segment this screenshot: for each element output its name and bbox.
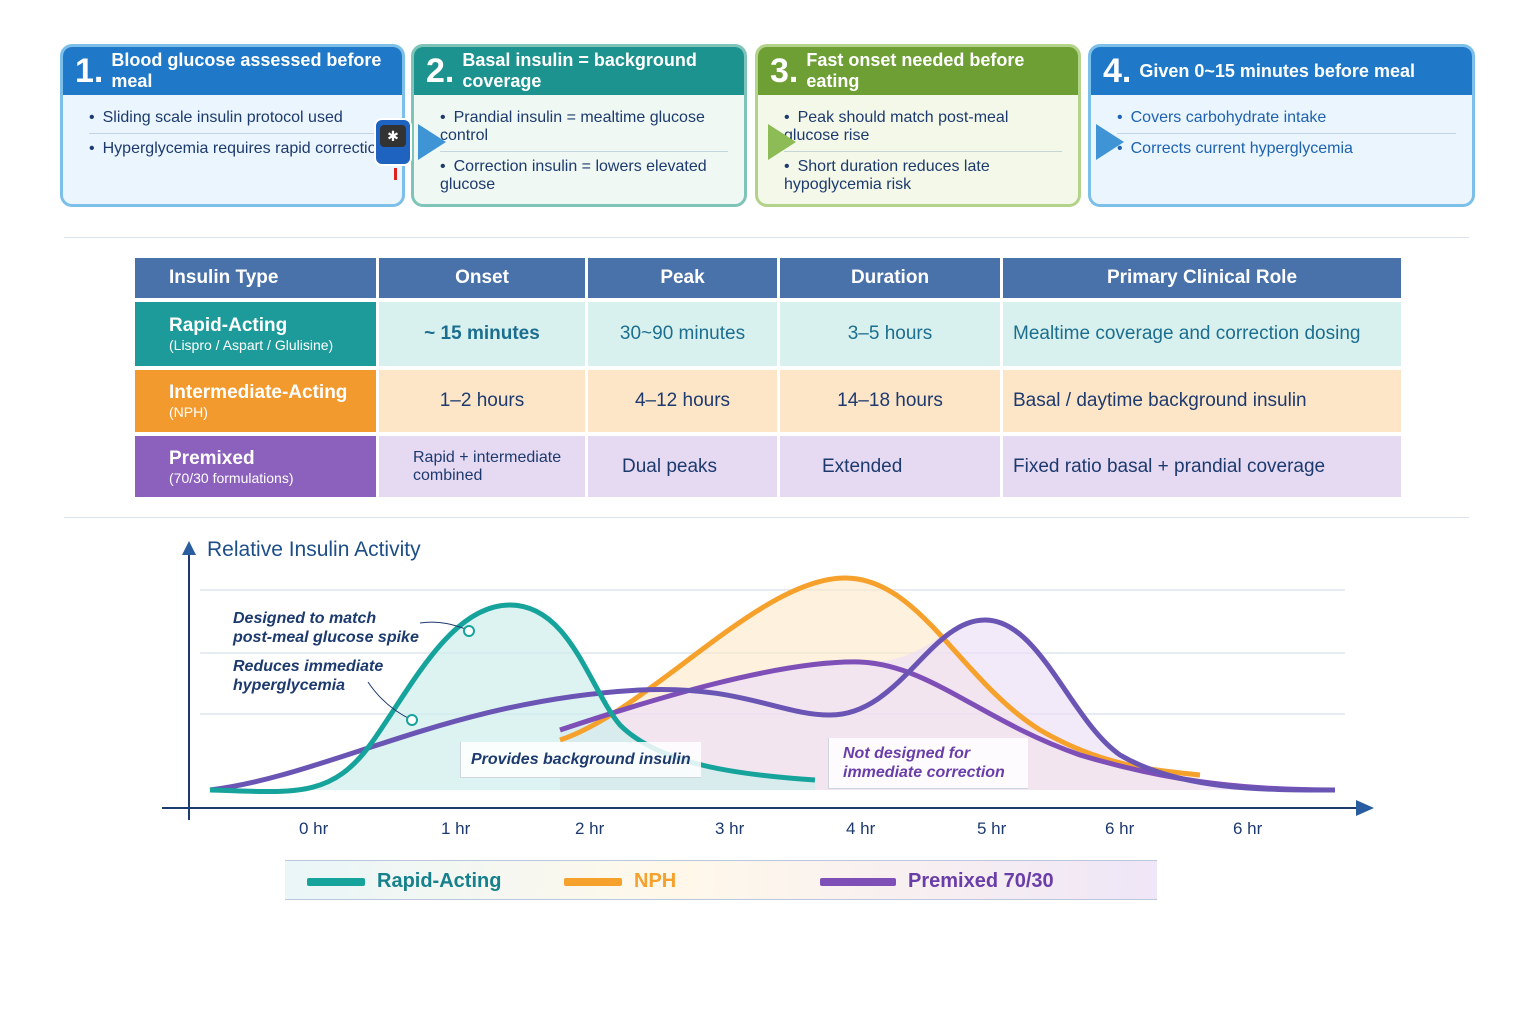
- type-name: Premixed: [169, 447, 255, 469]
- y-axis-arrow-icon: [182, 541, 196, 555]
- header-onset: Onset: [379, 258, 585, 298]
- step-title: Fast onset needed before eating: [806, 50, 1025, 91]
- step-item: Hyperglycemia requires rapid correction: [89, 134, 386, 164]
- arrow-right-icon: [418, 124, 446, 160]
- y-axis-label: Relative Insulin Activity: [207, 538, 421, 561]
- duration-cell: 3–5 hours: [780, 302, 1000, 366]
- insulin-comparison-table: Insulin Type Onset Peak Duration Primary…: [132, 254, 1404, 501]
- x-tick-label: 1 hr: [441, 819, 471, 838]
- legend-label: Premixed 70/30: [908, 870, 1054, 892]
- onset-cell: ~ 15 minutes: [379, 302, 585, 366]
- annotation-glucose-spike: Designed to match post-meal glucose spike: [233, 610, 419, 646]
- divider: [64, 517, 1469, 518]
- step-title: Basal insulin = background coverage: [462, 50, 697, 91]
- step-number: 3.: [770, 51, 799, 90]
- type-name: Rapid-Acting: [169, 315, 288, 336]
- legend-label: NPH: [634, 870, 677, 892]
- annotation-not-for-correction: Not designed for immediate correction: [828, 738, 1028, 789]
- chart-legend: Rapid-Acting NPH Premixed 70/30: [285, 860, 1157, 900]
- step-3-card: 3.Fast onset needed before eating Peak s…: [755, 44, 1081, 207]
- header-duration: Duration: [780, 258, 1000, 298]
- annotation-background-insulin: Provides background insulin: [460, 742, 701, 778]
- peak-cell: Dual peaks: [588, 436, 777, 497]
- x-tick-label: 5 hr: [977, 819, 1007, 838]
- type-sub: (Lispro / Aspart / Glulisine): [169, 337, 334, 353]
- x-axis-arrow-icon: [1356, 800, 1374, 816]
- table-row: Intermediate-Acting (NPH) 1–2 hours 4–12 …: [135, 370, 1401, 432]
- type-sub: (NPH): [169, 404, 208, 420]
- legend-swatch: [307, 877, 365, 886]
- arrow-right-icon: [768, 124, 796, 160]
- glucose-meter-icon: ✱: [374, 118, 412, 180]
- x-tick-label: 6 hr: [1233, 819, 1263, 838]
- step-item: Corrects current hyperglycemia: [1117, 134, 1456, 164]
- x-tick-label: 2 hr: [575, 819, 605, 838]
- x-tick-label: 6 hr: [1105, 819, 1135, 838]
- rapid-curve-fill: [210, 605, 815, 792]
- step-1-card: 1.Blood glucose assessed before meal Sli…: [60, 44, 405, 207]
- step-4-card: 4.Given 0~15 minutes before meal Covers …: [1088, 44, 1475, 207]
- annotation-point: [463, 625, 475, 637]
- peak-cell: 30~90 minutes: [588, 302, 777, 366]
- x-tick-label: 3 hr: [715, 819, 745, 838]
- x-tick-label: 0 hr: [299, 819, 329, 838]
- legend-swatch: [820, 877, 896, 886]
- arrow-right-icon: [1096, 124, 1124, 160]
- role-cell: Mealtime coverage and correction dosing: [1003, 302, 1401, 366]
- legend-swatch: [564, 877, 622, 886]
- type-sub: (70/30 formulations): [169, 469, 294, 486]
- header-role: Primary Clinical Role: [1003, 258, 1401, 298]
- annotation-point: [406, 714, 418, 726]
- role-cell: Basal / daytime background insulin: [1003, 370, 1401, 432]
- divider: [64, 237, 1469, 238]
- annotation-reduces-hyperglycemia: Reduces immediate hyperglycemia: [233, 658, 384, 694]
- role-cell: Fixed ratio basal + prandial coverage: [1003, 436, 1401, 497]
- header-peak: Peak: [588, 258, 777, 298]
- legend-item-nph: NPH: [564, 870, 676, 893]
- step-number: 1.: [75, 51, 104, 90]
- table-row: Premixed (70/30 formulations) Rapid + int…: [135, 436, 1401, 497]
- step-number: 4.: [1103, 51, 1132, 90]
- onset-cell: 1–2 hours: [379, 370, 585, 432]
- onset-cell: Rapid + intermediate combined: [379, 436, 585, 497]
- step-item: Correction insulin = lowers elevated glu…: [440, 152, 728, 200]
- header-insulin-type: Insulin Type: [135, 258, 376, 298]
- peak-cell: 4–12 hours: [588, 370, 777, 432]
- duration-cell: 14–18 hours: [780, 370, 1000, 432]
- table-row: Rapid-Acting (Lispro / Aspart / Glulisine…: [135, 302, 1401, 366]
- legend-item-premixed: Premixed 70/30: [820, 870, 1054, 893]
- type-name: Intermediate-Acting: [169, 382, 348, 403]
- legend-item-rapid-acting: Rapid-Acting: [307, 870, 501, 893]
- nph-curve: [559, 575, 1201, 778]
- duration-cell: Extended: [780, 436, 1000, 497]
- step-title: Given 0~15 minutes before meal: [1139, 60, 1415, 81]
- step-number: 2.: [426, 51, 455, 90]
- step-title: Blood glucose assessed before meal: [111, 50, 382, 91]
- premixed-curve: [209, 617, 1336, 793]
- x-tick-label: 4 hr: [846, 819, 876, 838]
- legend-label: Rapid-Acting: [377, 870, 502, 892]
- step-item: Short duration reduces late hypoglycemia…: [784, 152, 1062, 200]
- step-2-card: 2.Basal insulin = background coverage Pr…: [411, 44, 747, 207]
- premixed-curve-fill: [560, 620, 1335, 790]
